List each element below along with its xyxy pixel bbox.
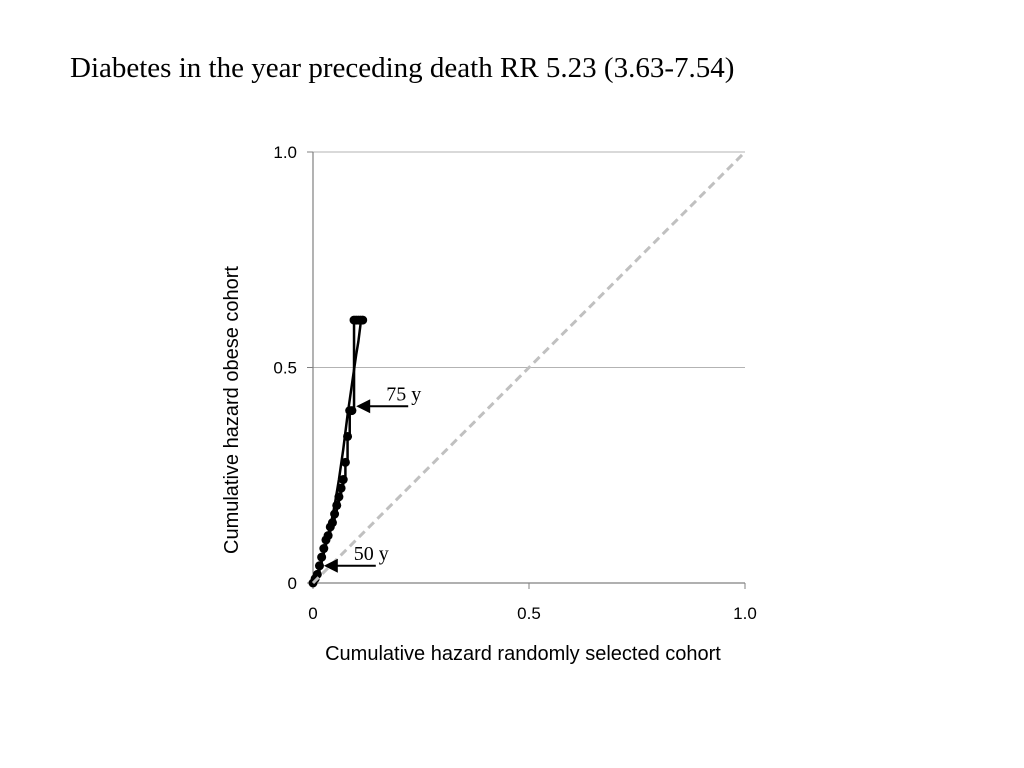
annotation-label-0: 75 y (386, 383, 421, 405)
annotation-arrowhead-0 (356, 399, 371, 414)
y-axis-label: Cumulative hazard obese cohort (221, 266, 243, 554)
gridlines (313, 151, 745, 368)
annotation-label-1: 50 y (354, 543, 389, 565)
series-line-smooth (311, 324, 362, 584)
series-point-14 (338, 475, 348, 485)
x-axis-label: Cumulative hazard randomly selected coho… (325, 643, 721, 665)
y-tick-label-0: 0 (288, 574, 297, 593)
x-tick-label-0: 0 (308, 604, 317, 623)
y-tick-label-2: 1.0 (273, 143, 297, 162)
series-line-reference (311, 150, 747, 585)
x-tick-label-2: 1.0 (733, 604, 757, 623)
annotations: 75 y 50 y (323, 383, 421, 573)
series-point-15 (340, 457, 350, 467)
x-tick-label-1: 0.5 (517, 604, 541, 623)
page-title: Diabetes in the year preceding death RR … (70, 52, 735, 84)
annotation-arrowhead-1 (323, 558, 338, 573)
axes: 0 0.5 1.0 0 0.5 1.0 (273, 143, 756, 623)
y-tick-label-1: 0.5 (273, 359, 297, 378)
series (308, 150, 747, 588)
series-point-23 (358, 315, 368, 325)
